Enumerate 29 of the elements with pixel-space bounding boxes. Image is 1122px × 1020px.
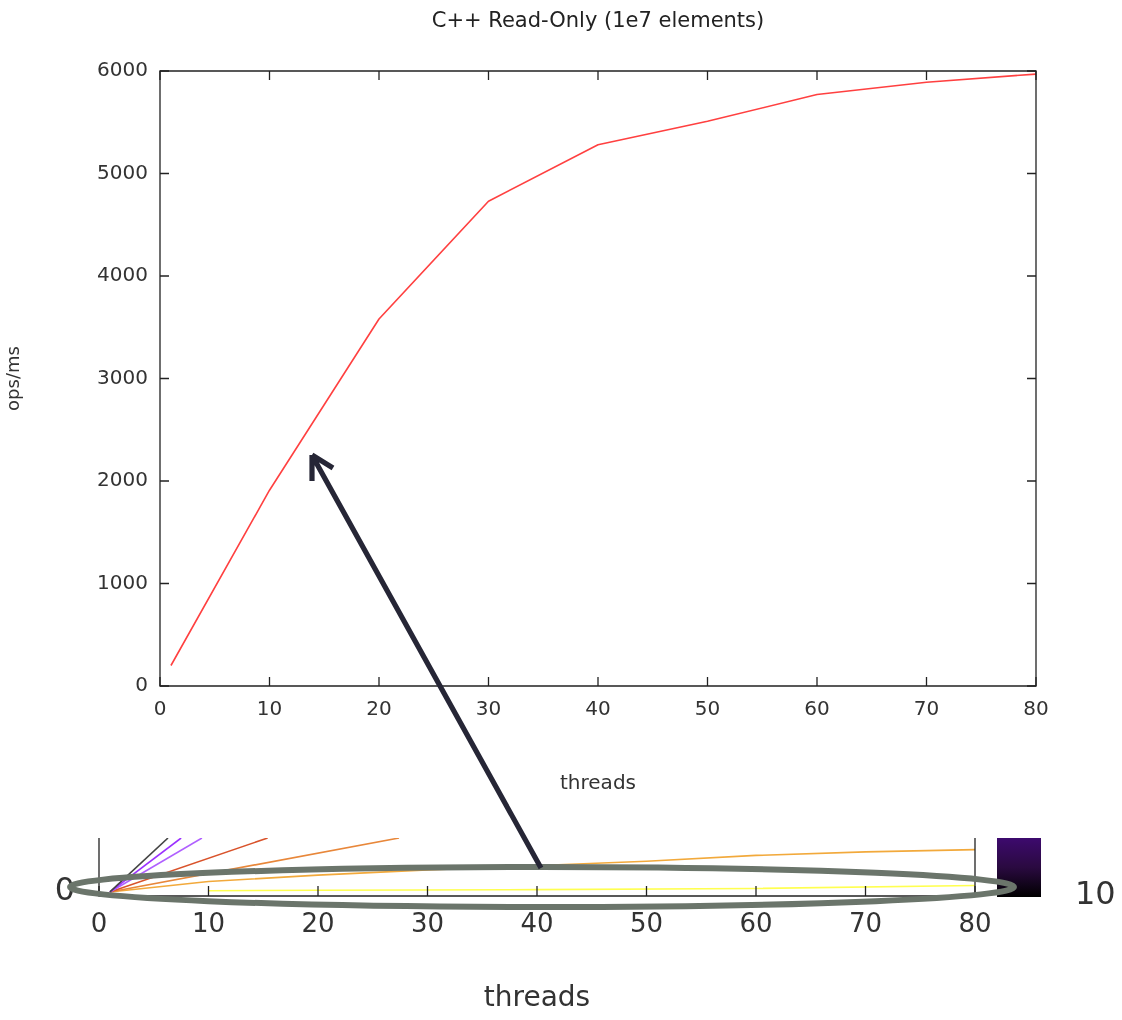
x-tick-label: 30 — [475, 696, 502, 721]
y-tick-label: 6000 — [97, 57, 148, 82]
x-tick-label: 60 — [804, 696, 830, 721]
x-tick-label: 40 — [585, 696, 611, 721]
x-tick-label: 50 — [629, 908, 664, 939]
y-tick-label: 2000 — [97, 467, 148, 492]
y-tick-label: 3000 — [97, 364, 148, 389]
x-tick-label: 30 — [410, 908, 445, 939]
x-tick-label: 10 — [191, 908, 226, 939]
x-axis-title: threads — [560, 770, 636, 795]
x-axis-title: threads — [483, 980, 591, 1014]
x-tick-label: 50 — [694, 696, 721, 721]
y-tick-label: 1000 — [97, 569, 148, 594]
x-tick-label: 10 — [256, 696, 283, 721]
y-tick-label: 5000 — [97, 159, 148, 184]
y-tick-label: 4000 — [97, 262, 148, 287]
text: 10 — [1075, 874, 1116, 913]
x-tick-label: 0 — [153, 696, 167, 721]
x-tick-label: 70 — [848, 908, 883, 939]
x-tick-label: 20 — [301, 908, 335, 939]
x-tick-label: 40 — [520, 908, 554, 939]
x-tick-label: 20 — [366, 696, 392, 721]
x-tick-label: 80 — [1023, 696, 1049, 721]
chart-title: C++ Read-Only (1e7 elements) — [430, 8, 766, 32]
y-tick-label: 0 — [135, 672, 148, 697]
x-tick-label: 60 — [739, 908, 773, 939]
x-tick-label: 80 — [958, 908, 992, 939]
x-tick-label: 70 — [913, 696, 940, 721]
y-axis-title: ops/ms — [2, 346, 24, 411]
